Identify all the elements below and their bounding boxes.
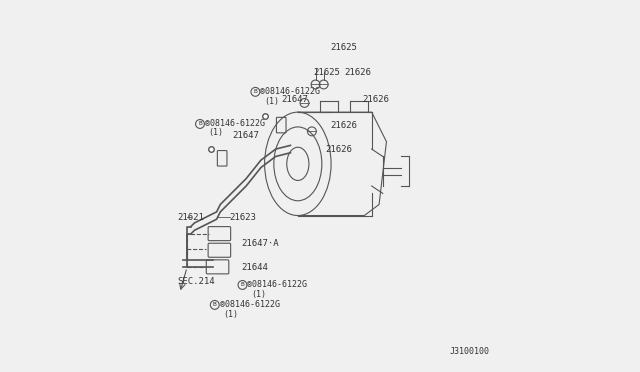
Text: ®08146-6122G: ®08146-6122G: [205, 119, 265, 128]
Text: B: B: [241, 282, 244, 288]
Text: 21626: 21626: [330, 121, 357, 129]
Text: 21621: 21621: [177, 213, 204, 222]
Text: 21647·A: 21647·A: [242, 239, 279, 248]
Text: SEC.214: SEC.214: [177, 278, 215, 286]
Text: J3100100: J3100100: [450, 347, 490, 356]
Text: B: B: [213, 302, 217, 307]
Text: 21626: 21626: [344, 68, 371, 77]
Text: ®08146-6122G: ®08146-6122G: [260, 87, 320, 96]
Text: 21625: 21625: [314, 68, 340, 77]
Text: (1): (1): [264, 97, 279, 106]
Text: 21623: 21623: [230, 213, 257, 222]
Text: (1): (1): [209, 128, 223, 137]
Text: (1): (1): [251, 290, 266, 299]
Text: 21644: 21644: [242, 263, 269, 272]
Text: ®08146-6122G: ®08146-6122G: [247, 280, 307, 289]
Text: (1): (1): [223, 310, 238, 319]
Text: B: B: [253, 89, 257, 94]
Text: 21647: 21647: [232, 131, 259, 140]
Text: 21625: 21625: [330, 43, 357, 52]
Text: 21647: 21647: [281, 95, 308, 104]
Text: 21626: 21626: [326, 145, 353, 154]
Text: B: B: [198, 122, 202, 126]
Text: ®08146-6122G: ®08146-6122G: [220, 300, 280, 310]
Text: 21626: 21626: [362, 95, 389, 104]
